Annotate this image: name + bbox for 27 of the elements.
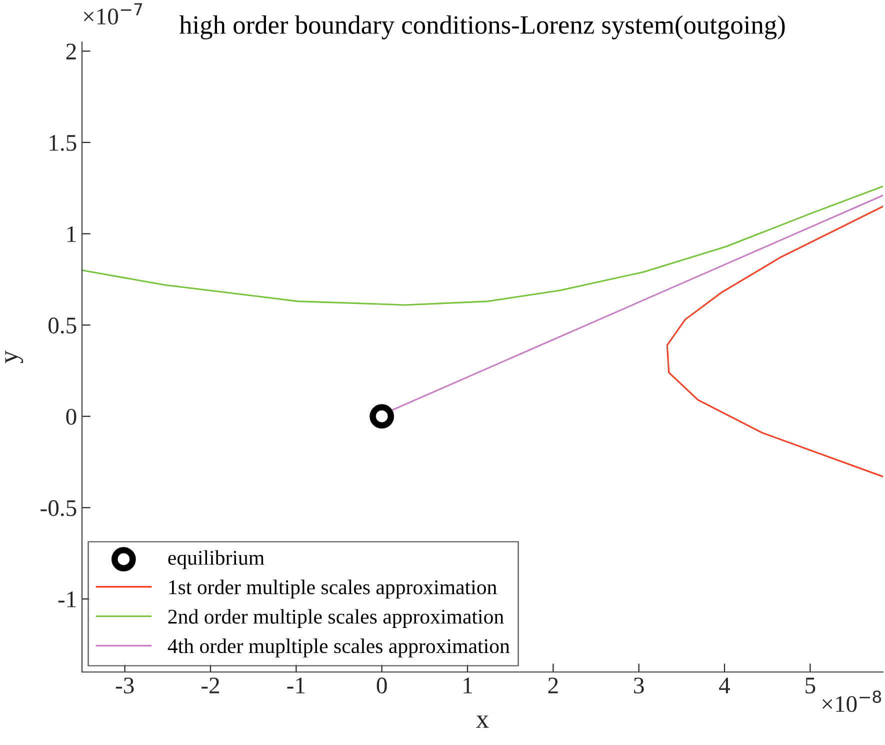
x-tick-label: 0 bbox=[376, 678, 387, 694]
y-axis-title: y bbox=[5, 350, 24, 364]
x-tick-label: -3 bbox=[116, 678, 134, 694]
legend-label: equilibrium bbox=[168, 550, 264, 570]
y-tick-label: 0 bbox=[66, 408, 76, 425]
legend-label: 2nd order multiple scales approximation bbox=[168, 609, 504, 628]
y-tick-label: 2 bbox=[66, 44, 76, 60]
y-tick-label: -0.5 bbox=[40, 500, 76, 516]
x-tick-label: 5 bbox=[806, 678, 816, 694]
x-tick-label: 4 bbox=[719, 678, 730, 694]
x-tick-label: 3 bbox=[634, 678, 644, 694]
x-tick-label: 1 bbox=[464, 678, 472, 694]
y-tick-label: 0.5 bbox=[48, 318, 76, 334]
x-axis-title: x bbox=[476, 716, 489, 728]
chart-title: high order boundary conditions-Lorenz system(outgoing) bbox=[179, 15, 785, 40]
line-series bbox=[666, 206, 883, 478]
legend-label: 1st order multiple scales approximation bbox=[169, 580, 497, 599]
x-tick-label: -1 bbox=[287, 678, 305, 694]
text: ×10$^{−7}$ bbox=[84, 3, 142, 25]
x-tick-label: 2 bbox=[548, 678, 558, 694]
text: ×10$^{−8}$ bbox=[822, 690, 882, 712]
y-tick-label: -1 bbox=[58, 592, 76, 608]
y-tick-label: 1 bbox=[67, 226, 76, 242]
y-tick-label: 1.5 bbox=[50, 135, 76, 151]
line-series bbox=[82, 185, 883, 306]
x-tick-label: -2 bbox=[202, 678, 220, 694]
legend-label: 4th order mupltiple scales approximation bbox=[168, 638, 510, 658]
